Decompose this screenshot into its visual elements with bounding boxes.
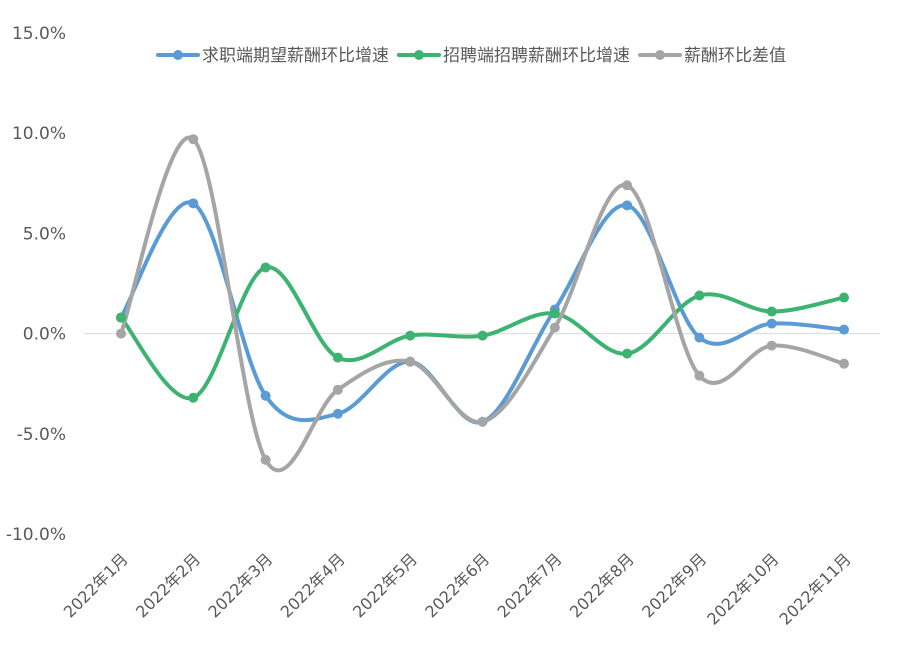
series-3-point-2022年1月	[116, 328, 126, 339]
x-tick-label-2022年5月: 2022年5月	[349, 549, 421, 621]
series-3-point-2022年5月	[405, 356, 416, 367]
series-line-1	[119, 200, 846, 425]
series-1-point-2022年10月	[766, 318, 777, 329]
series-2-point-2022年8月	[622, 348, 633, 359]
series-3-point-2022年9月	[694, 370, 705, 381]
x-tick-label-2022年7月: 2022年7月	[494, 549, 566, 621]
legend-label-2: 招聘端招聘薪酬环比增速	[443, 46, 630, 66]
series-1-point-2022年8月	[622, 200, 633, 211]
series-2-point-2022年11月	[839, 292, 849, 303]
series-1-point-2022年4月	[332, 408, 343, 419]
series-3-point-2022年8月	[622, 180, 633, 191]
series-2-point-2022年3月	[260, 262, 271, 273]
y-axis-tick-labels: -10.0% -5.0% 0.0% 5.0% 10.0% 15.0%	[6, 24, 66, 545]
series-2-point-2022年10月	[766, 306, 777, 317]
series-3-point-2022年10月	[766, 340, 777, 351]
series-3-point-2022年4月	[332, 384, 343, 395]
x-tick-label-2022年10月: 2022年10月	[703, 549, 782, 628]
series-3-point-2022年7月	[549, 322, 560, 333]
y-tick-label-5-0-: 5.0%	[23, 224, 66, 244]
legend-item-3: 薪酬环比差值	[638, 46, 786, 66]
series-1-point-2022年2月	[188, 198, 199, 209]
series-1-point-2022年3月	[260, 390, 271, 401]
series-2-point-2022年7月	[549, 308, 560, 319]
y-tick-label--10-0-: -10.0%	[6, 525, 66, 545]
series-line-2	[119, 265, 846, 401]
legend-swatch-marker-1	[173, 50, 183, 60]
legend-label-1: 求职端期望薪酬环比增速	[202, 46, 389, 66]
legend-item-1: 求职端期望薪酬环比增速	[156, 46, 389, 66]
series-1-point-2022年11月	[839, 324, 849, 335]
series-1-point-2022年9月	[694, 332, 705, 343]
series-3-point-2022年6月	[477, 416, 488, 427]
x-tick-label-2022年9月: 2022年9月	[638, 549, 710, 621]
x-tick-label-2022年2月: 2022年2月	[132, 549, 204, 621]
series-3-point-2022年2月	[188, 134, 199, 145]
series-2-point-2022年1月	[116, 312, 126, 323]
legend-item-2: 招聘端招聘薪酬环比增速	[397, 46, 630, 66]
series-2-point-2022年9月	[694, 290, 705, 301]
series-3-point-2022年3月	[260, 454, 271, 465]
legend: 求职端期望薪酬环比增速 招聘端招聘薪酬环比增速 薪酬环比差值	[156, 46, 786, 66]
series-2-point-2022年5月	[405, 330, 416, 341]
legend-swatch-marker-3	[655, 50, 665, 60]
series-3-point-2022年11月	[839, 358, 849, 369]
x-tick-label-2022年6月: 2022年6月	[421, 549, 493, 621]
x-tick-label-2022年8月: 2022年8月	[566, 549, 638, 621]
y-tick-label-15-0-: 15.0%	[12, 24, 66, 44]
x-tick-label-2022年3月: 2022年3月	[204, 549, 276, 621]
series-2-point-2022年2月	[188, 392, 199, 403]
x-tick-label-2022年11月: 2022年11月	[776, 549, 855, 628]
y-tick-label-0-0-: 0.0%	[23, 325, 66, 345]
x-tick-label-2022年4月: 2022年4月	[277, 549, 349, 621]
x-tick-label-2022年1月: 2022年1月	[60, 549, 132, 621]
series-2-point-2022年6月	[477, 330, 488, 341]
series-2-point-2022年4月	[332, 352, 343, 363]
x-axis-tick-labels: 2022年1月 2022年2月 2022年3月 2022年4月 2022年5月 2022年…	[60, 549, 855, 628]
legend-label-3: 薪酬环比差值	[684, 46, 786, 66]
series-points	[116, 134, 849, 465]
legend-swatch-marker-2	[414, 50, 424, 60]
y-tick-label-10-0-: 10.0%	[12, 124, 66, 144]
y-tick-label--5-0-: -5.0%	[17, 425, 66, 445]
